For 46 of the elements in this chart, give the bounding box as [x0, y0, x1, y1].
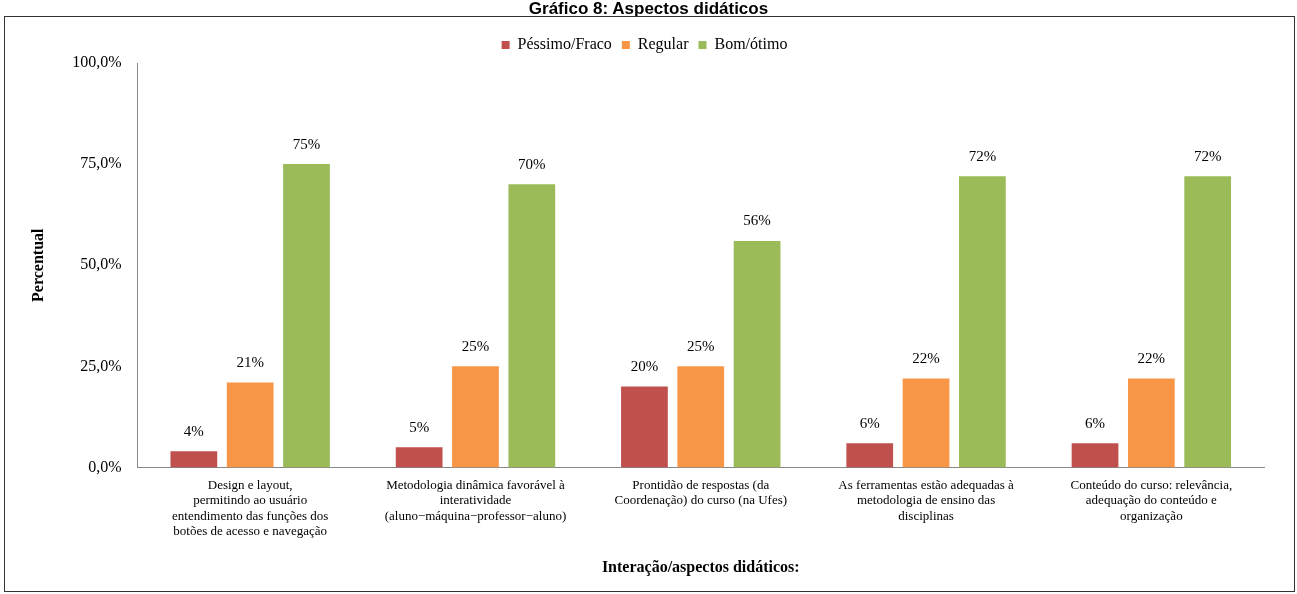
- bar: [452, 366, 499, 468]
- y-tick-label: 75,0%: [80, 154, 122, 172]
- x-tick-label: Prontidão de respostas (da Coordenação) do curso (na Ufes): [614, 476, 788, 508]
- data-label: 75%: [292, 135, 321, 152]
- data-label: 72%: [968, 147, 997, 164]
- y-tick-label: 0,0%: [88, 457, 122, 475]
- legend-label: Regular: [637, 35, 690, 54]
- x-tick-label: As ferramentas estão adequadas à metodologia de ensino das disciplinas: [838, 476, 1014, 523]
- bar: [621, 386, 668, 468]
- data-label: 70%: [518, 155, 546, 172]
- bar: [170, 451, 218, 468]
- x-axis-title: Interação/aspectos didáticos:: [601, 557, 800, 576]
- x-tick-label: Design e layout, permitindo ao usuário entendimento das funções dos botões de acesso e navegação: [172, 476, 329, 539]
- data-label: 4%: [183, 422, 204, 439]
- data-label: 5%: [409, 418, 430, 435]
- bar: [846, 443, 894, 468]
- bar: [902, 378, 950, 468]
- bar: [677, 366, 725, 468]
- bar: [1127, 378, 1175, 468]
- data-label: 72%: [1193, 147, 1222, 164]
- bar: [733, 240, 781, 468]
- bar: [226, 382, 274, 468]
- data-label: 25%: [687, 337, 715, 354]
- data-label: 6%: [859, 414, 880, 431]
- bar: [508, 184, 556, 468]
- x-tick-label: Conteúdo do curso: relevância, adequação do conteúdo e organização: [1070, 476, 1233, 523]
- chart-title: Gráfico 8: Aspectos didáticos: [527, 0, 770, 18]
- bar: [395, 447, 443, 468]
- data-label: 6%: [1085, 414, 1106, 431]
- data-label: 22%: [1137, 349, 1166, 366]
- bar: [1071, 443, 1119, 468]
- data-label: 56%: [743, 212, 771, 229]
- legend-label: Péssimo/Fraco: [517, 35, 612, 53]
- y-axis-title: Percentual: [28, 227, 46, 302]
- data-label: 25%: [461, 337, 490, 354]
- legend-label: Bom/ótimo: [714, 35, 788, 53]
- y-tick-label: 100,0%: [72, 53, 122, 71]
- data-label: 20%: [630, 357, 659, 374]
- y-tick-label: 50,0%: [80, 255, 122, 273]
- bar: [1184, 176, 1232, 468]
- data-label: 21%: [236, 353, 264, 370]
- bar: [959, 176, 1006, 468]
- data-label: 22%: [912, 349, 940, 366]
- y-tick-label: 25,0%: [80, 356, 122, 374]
- x-tick-label: Metodologia dinâmica favorável à interatividade (aluno−máquina−professor−aluno): [384, 476, 567, 523]
- bar: [283, 164, 330, 468]
